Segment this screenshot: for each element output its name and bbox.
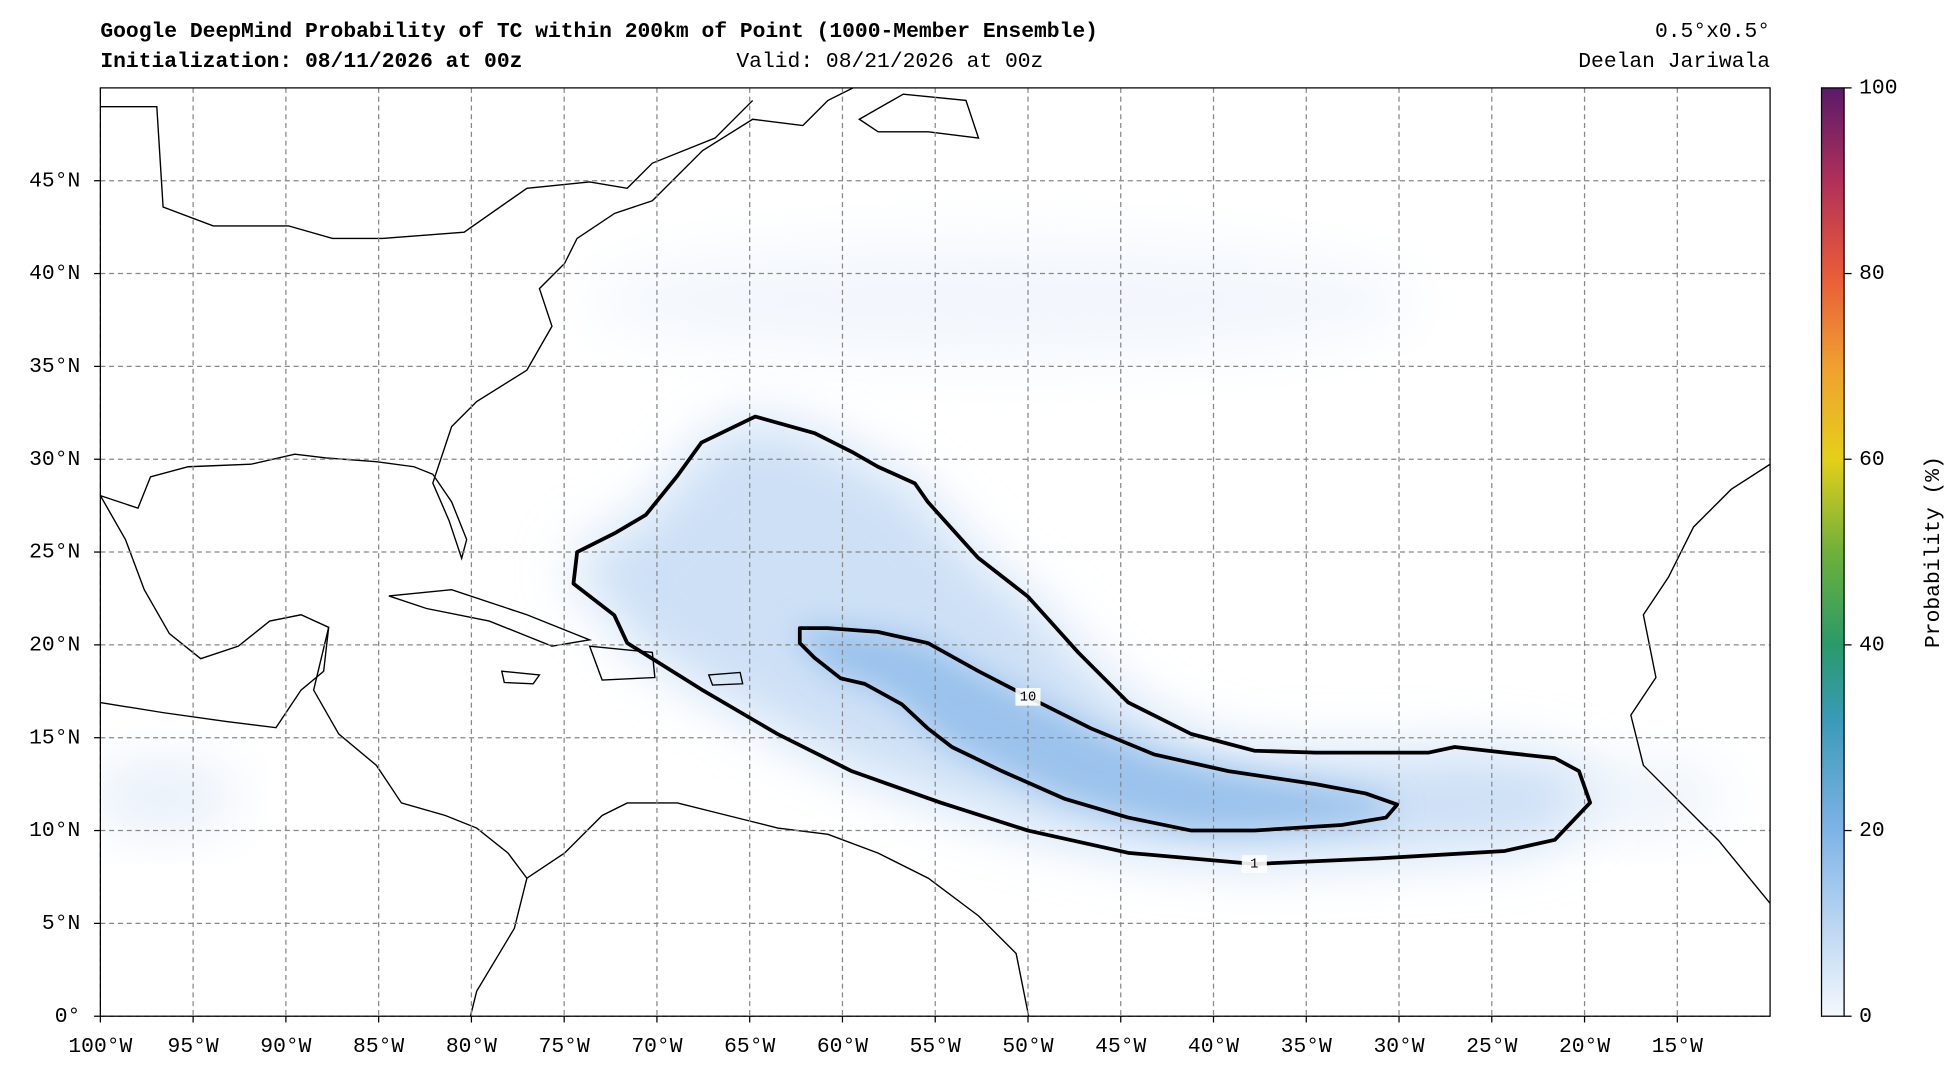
lon-tick-label: 30°W xyxy=(1373,1035,1424,1059)
probability-shading xyxy=(573,416,1591,864)
author: Deelan Jariwala xyxy=(1578,50,1770,74)
lat-tick-label: 20°N xyxy=(29,634,80,658)
graticule xyxy=(99,87,1771,1017)
lon-tick-label: 20°W xyxy=(1559,1035,1610,1059)
lon-tick-label: 40°W xyxy=(1188,1035,1239,1059)
coastline xyxy=(312,627,528,1017)
lat-tick-label: 35°N xyxy=(29,355,80,379)
lon-tick-label: 70°W xyxy=(631,1035,682,1059)
lat-tick-label: 30°N xyxy=(29,448,80,472)
lon-tick-label: 55°W xyxy=(910,1035,961,1059)
coastline xyxy=(707,671,744,686)
contour-line xyxy=(797,626,1400,833)
lon-tick-label: 15°W xyxy=(1652,1035,1703,1059)
lon-tick-label: 95°W xyxy=(168,1035,219,1059)
coastline xyxy=(588,645,656,681)
title: Google DeepMind Probability of TC within… xyxy=(100,20,1098,44)
lon-tick-label: 90°W xyxy=(260,1035,311,1059)
colorbar xyxy=(1820,87,1845,1017)
probability-shading xyxy=(799,628,1398,831)
lat-tick-label: 0° xyxy=(55,1005,81,1029)
valid-time: Valid: 08/21/2026 at 00z xyxy=(736,50,1043,74)
lat-tick-label: 15°N xyxy=(29,726,80,750)
lat-tick-label: 25°N xyxy=(29,541,80,565)
contours: 1 10 xyxy=(571,414,1593,873)
probability-field xyxy=(100,238,1732,864)
coastlines xyxy=(100,87,1771,1017)
lon-tick-label: 35°W xyxy=(1281,1035,1332,1059)
coastline xyxy=(500,670,541,685)
coastline xyxy=(100,99,754,240)
lon-tick-label: 60°W xyxy=(817,1035,868,1059)
lat-tick-label: 40°N xyxy=(29,262,80,286)
lon-tick-label: 50°W xyxy=(1002,1035,1053,1059)
lon-tick-label: 75°W xyxy=(539,1035,590,1059)
lon-tick-label: 65°W xyxy=(724,1035,775,1059)
colorbar-label: Probability (%) xyxy=(1922,456,1946,648)
lon-tick-label: 85°W xyxy=(353,1035,404,1059)
coastline xyxy=(1630,463,1771,904)
coastline xyxy=(858,93,980,139)
lon-tick-label: 45°W xyxy=(1095,1035,1146,1059)
coastline xyxy=(100,87,854,561)
contour-label-bg xyxy=(1241,855,1267,873)
colorbar-tick-label: 20 xyxy=(1859,819,1885,843)
faint-shading xyxy=(100,759,239,835)
init-time: Initialization: 08/11/2026 at 00z xyxy=(100,50,522,74)
colorbar-tick-label: 100 xyxy=(1859,77,1897,101)
colorbar-tick-label: 40 xyxy=(1859,634,1885,658)
lat-tick-label: 45°N xyxy=(29,169,80,193)
contour-label-bg xyxy=(1015,688,1041,706)
colorbar-tick-label: 0 xyxy=(1859,1005,1872,1029)
lon-tick-label: 80°W xyxy=(446,1035,497,1059)
contour-line xyxy=(571,414,1593,866)
contour-label: 1 xyxy=(1250,858,1258,873)
faint-shading xyxy=(589,238,1418,364)
colorbar-tick-label: 60 xyxy=(1859,448,1885,472)
coastline xyxy=(100,495,330,729)
contour-label: 10 xyxy=(1020,691,1037,706)
lat-tick-label: 5°N xyxy=(42,912,80,936)
lon-tick-label: 100°W xyxy=(68,1035,132,1059)
coastline xyxy=(526,802,1030,1017)
resolution: 0.5°x0.5° xyxy=(1655,20,1770,44)
colorbar-tick-label: 80 xyxy=(1859,262,1885,286)
lat-tick-label: 10°N xyxy=(29,819,80,843)
coastline xyxy=(388,588,593,647)
lon-tick-label: 25°W xyxy=(1466,1035,1517,1059)
